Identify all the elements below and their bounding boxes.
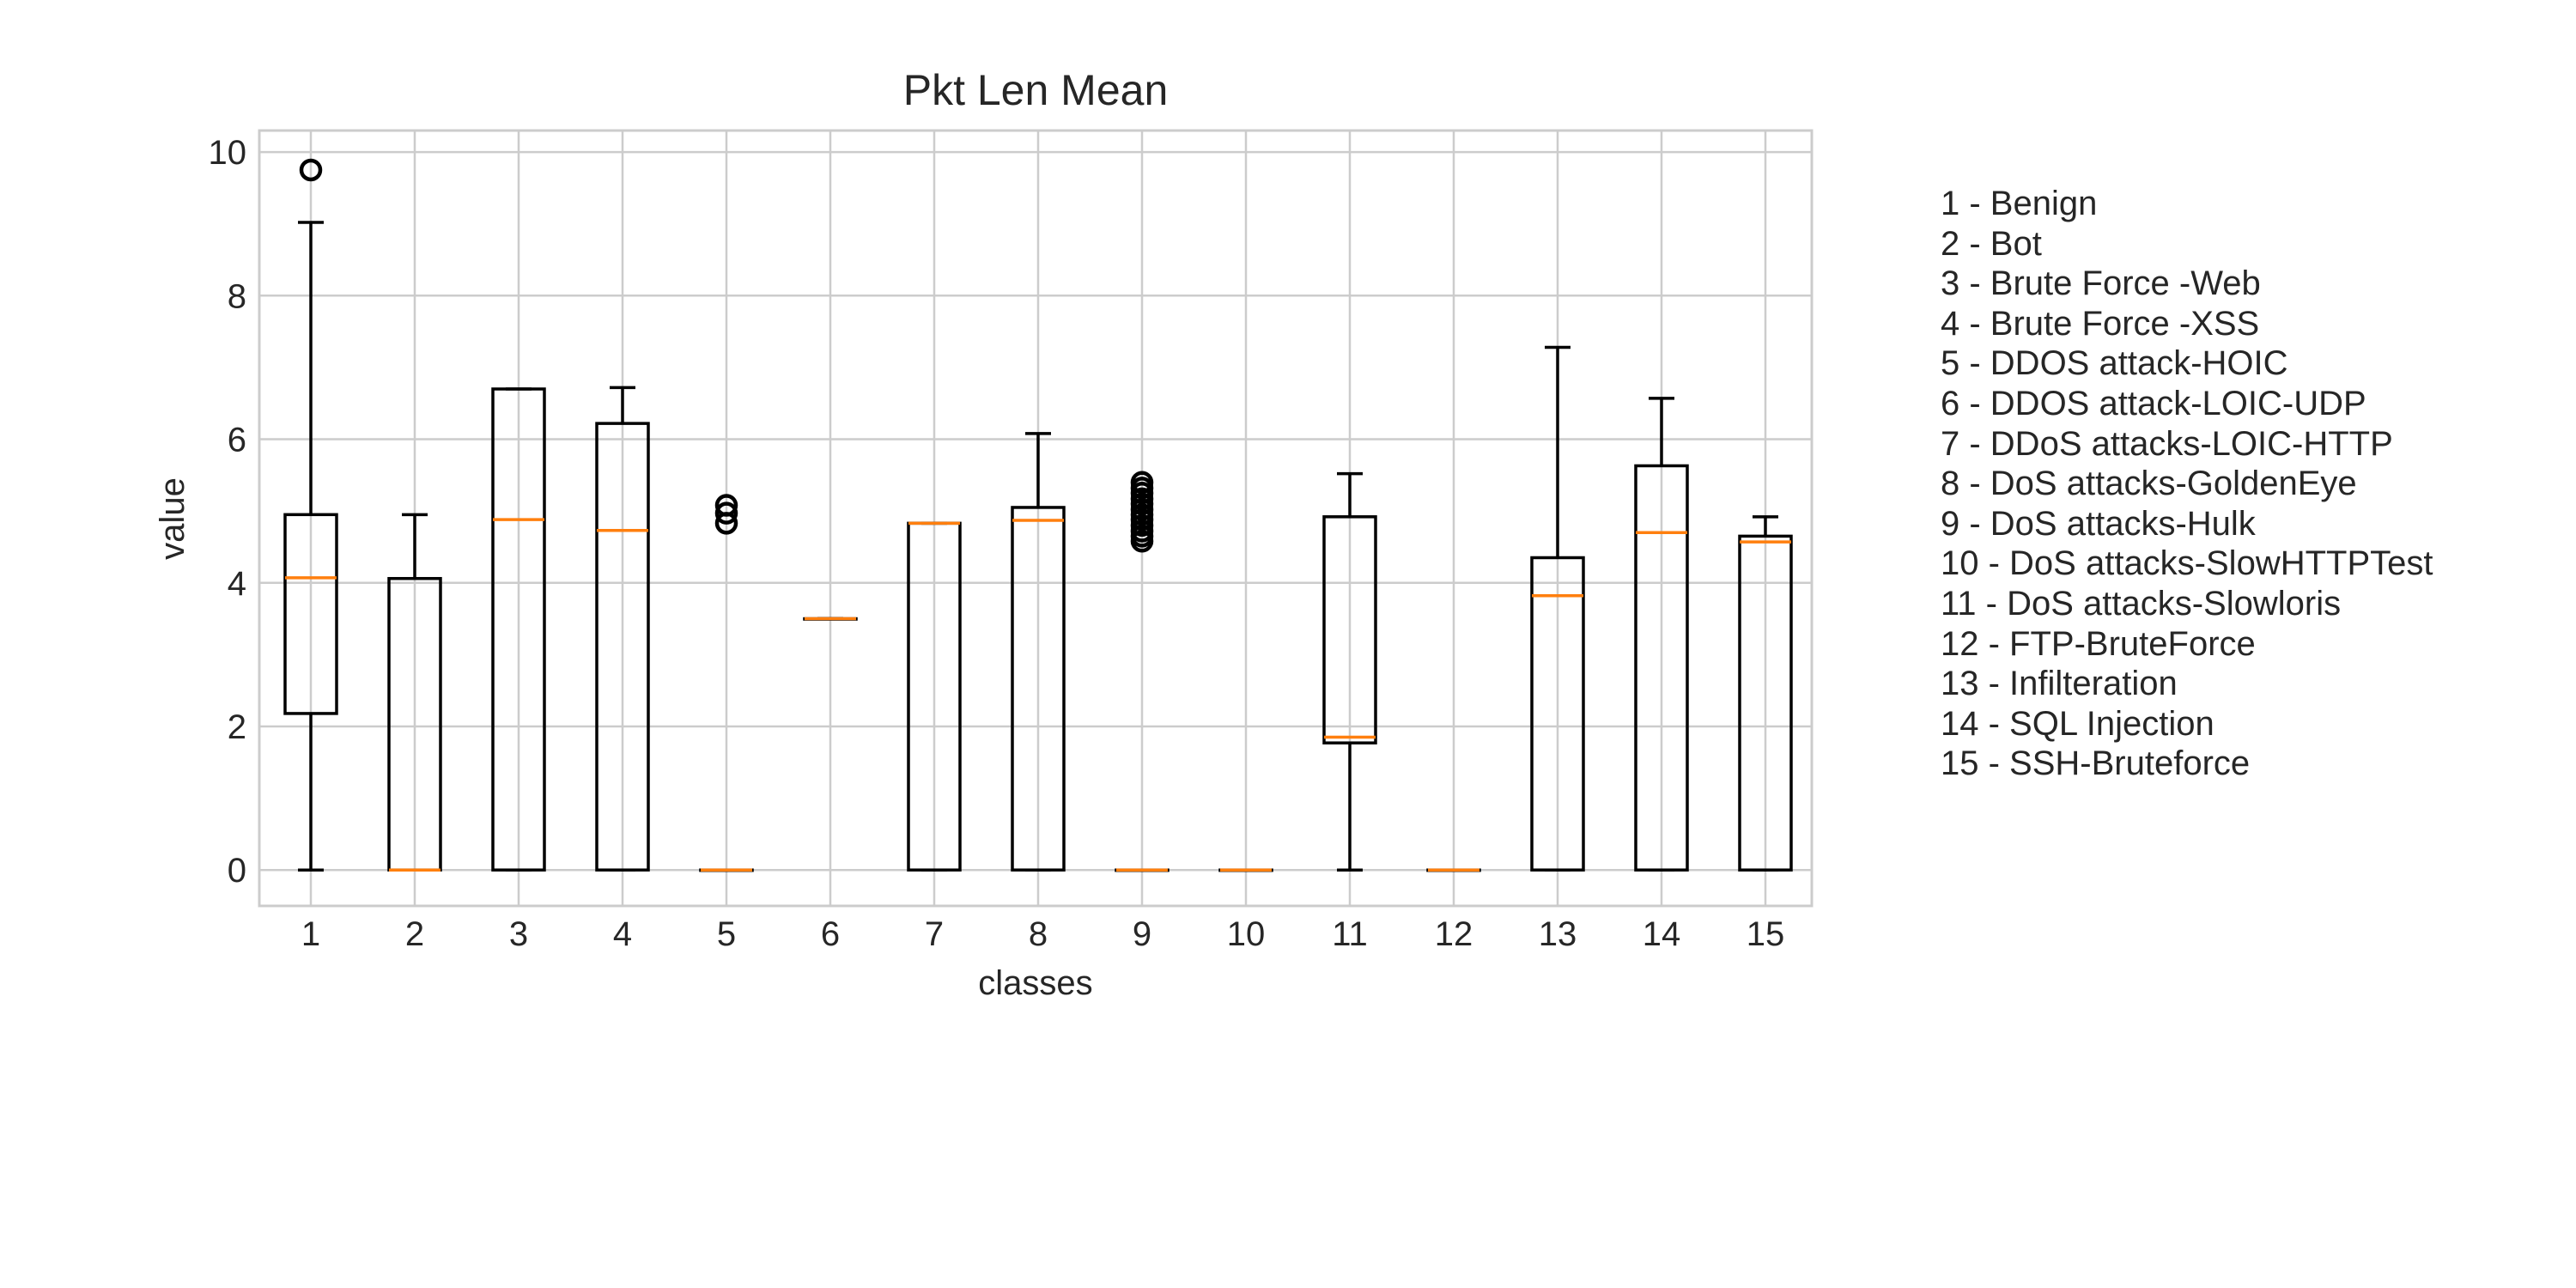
legend-item: 8 - DoS attacks-GoldenEye bbox=[1941, 465, 2357, 503]
legend-item: 10 - DoS attacks-SlowHTTPTest bbox=[1941, 544, 2433, 583]
y-tick-label: 8 bbox=[228, 277, 246, 315]
x-tick-label: 4 bbox=[613, 915, 632, 953]
x-tick-label: 14 bbox=[1643, 915, 1681, 953]
box-class-12 bbox=[1426, 868, 1481, 872]
y-axis-label: value bbox=[154, 477, 191, 560]
box-iqr bbox=[1634, 464, 1689, 872]
box-class-5 bbox=[699, 494, 754, 872]
legend-item: 2 - Bot bbox=[1941, 224, 2042, 263]
x-tick-label: 10 bbox=[1227, 915, 1266, 953]
box-class-3 bbox=[491, 387, 546, 872]
box-class-4 bbox=[595, 386, 650, 872]
x-tick-label: 13 bbox=[1539, 915, 1577, 953]
x-tick-label: 1 bbox=[301, 915, 320, 953]
x-tick-label: 6 bbox=[821, 915, 840, 953]
box-class-8 bbox=[1011, 432, 1066, 872]
y-tick-label: 0 bbox=[228, 852, 246, 890]
legend-item: 5 - DDOS attack-HOIC bbox=[1941, 344, 2288, 383]
outlier-point bbox=[299, 158, 323, 182]
outlier-point bbox=[714, 494, 738, 517]
legend-item: 7 - DDoS attacks-LOIC-HTTP bbox=[1941, 424, 2393, 463]
x-tick-label: 8 bbox=[1029, 915, 1048, 953]
legend-item: 13 - Infilteration bbox=[1941, 665, 2178, 703]
box-class-6 bbox=[803, 617, 858, 621]
legend-item: 3 - Brute Force -Web bbox=[1941, 264, 2261, 303]
box-class-14 bbox=[1634, 397, 1689, 872]
legend-item: 11 - DoS attacks-Slowloris bbox=[1941, 584, 2342, 623]
y-tick-label: 4 bbox=[228, 565, 246, 603]
box-iqr bbox=[491, 387, 546, 872]
x-tick-label: 11 bbox=[1332, 915, 1368, 953]
y-tick-label: 10 bbox=[209, 134, 247, 172]
x-axis-label: classes bbox=[978, 964, 1092, 1002]
box-class-13 bbox=[1530, 345, 1585, 872]
box-class-7 bbox=[907, 521, 962, 872]
x-tick-label: 12 bbox=[1435, 915, 1473, 953]
chart-title: Pkt Len Mean bbox=[903, 66, 1169, 114]
y-tick-label: 2 bbox=[228, 708, 246, 746]
x-tick-label: 7 bbox=[925, 915, 944, 953]
x-tick-label: 3 bbox=[509, 915, 528, 953]
box-class-2 bbox=[387, 513, 442, 872]
box-iqr bbox=[283, 513, 338, 715]
outlier-point bbox=[1130, 471, 1154, 494]
box-class-15 bbox=[1738, 515, 1793, 872]
legend-item: 1 - Benign bbox=[1941, 185, 2098, 222]
y-tick-label: 6 bbox=[228, 422, 246, 459]
x-tick-label: 9 bbox=[1133, 915, 1151, 953]
box-class-10 bbox=[1218, 868, 1273, 872]
box-iqr bbox=[1530, 556, 1585, 872]
legend-item: 6 - DDOS attack-LOIC-UDP bbox=[1941, 384, 2366, 422]
x-tick-label: 2 bbox=[405, 915, 424, 953]
box-iqr bbox=[1011, 506, 1066, 872]
grid-lines bbox=[259, 131, 1812, 906]
x-tick-label: 5 bbox=[717, 915, 736, 953]
boxes-layer bbox=[283, 158, 1793, 872]
legend-item: 4 - Brute Force -XSS bbox=[1941, 304, 2260, 343]
box-class-11 bbox=[1322, 471, 1377, 872]
x-tick-label: 15 bbox=[1747, 915, 1785, 953]
plot-frame bbox=[258, 129, 1814, 908]
legend-item: 9 - DoS attacks-Hulk bbox=[1941, 504, 2256, 543]
box-class-1 bbox=[283, 158, 338, 872]
legend: 1 - Benign 2 - Bot 3 - Brute Force -Web 4 -… bbox=[1941, 184, 2433, 784]
legend-item: 15 - SSH-Bruteforce bbox=[1941, 744, 2251, 783]
box-iqr bbox=[1322, 515, 1377, 744]
legend-item: 12 - FTP-BruteForce bbox=[1941, 624, 2256, 663]
box-class-9 bbox=[1115, 471, 1170, 872]
outlier-point bbox=[714, 501, 738, 525]
legend-item: 14 - SQL Injection bbox=[1941, 704, 2215, 743]
box-iqr bbox=[1738, 534, 1793, 872]
box-iqr bbox=[595, 422, 650, 872]
